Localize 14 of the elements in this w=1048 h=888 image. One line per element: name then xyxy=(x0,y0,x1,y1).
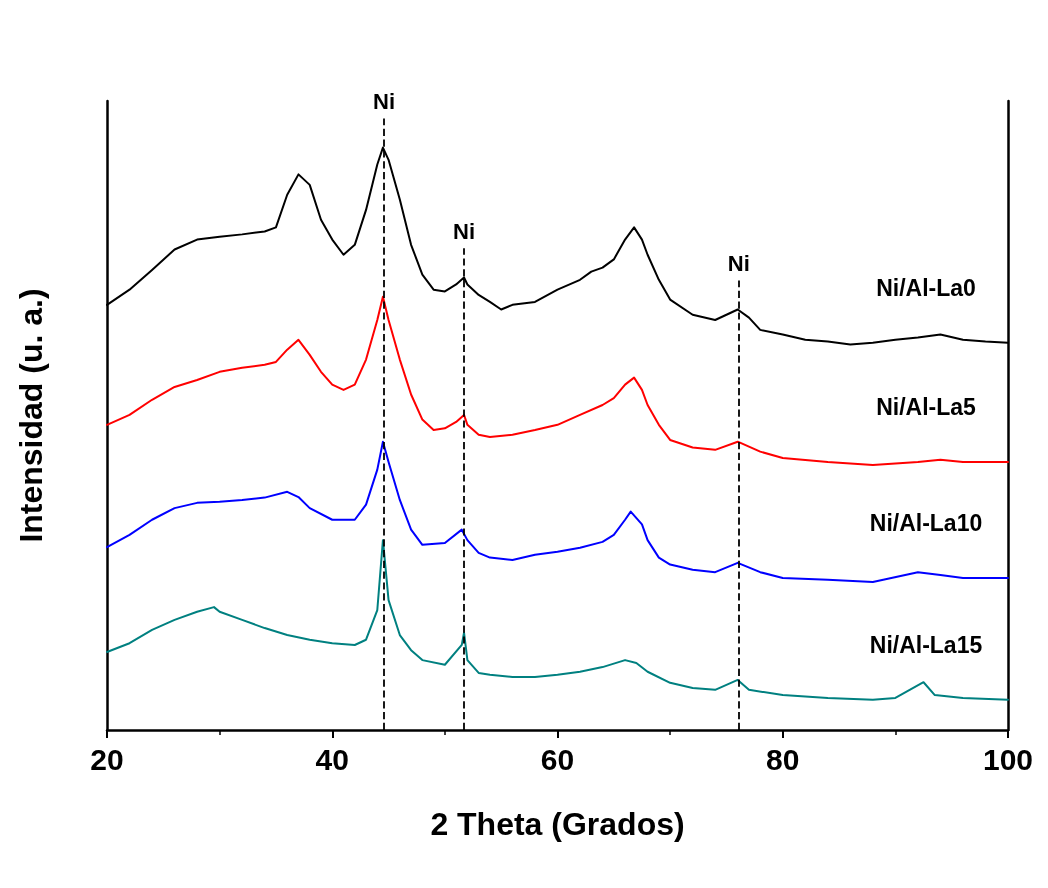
ref-line-label: Ni xyxy=(727,250,750,276)
x-axis-title: 2 Theta (Grados) xyxy=(430,806,685,842)
x-tick-label: 100 xyxy=(982,742,1034,776)
ref-line-label: Ni xyxy=(453,218,476,244)
series-label: Ni/Al-La0 xyxy=(876,274,976,301)
ref-line-label: Ni xyxy=(373,88,396,114)
x-tick-label: 20 xyxy=(90,742,124,776)
x-tick-label: 60 xyxy=(540,742,575,776)
series-label: Ni/Al-La15 xyxy=(869,631,983,658)
series-label: Ni/Al-La10 xyxy=(869,509,983,536)
series-label: Ni/Al-La5 xyxy=(876,394,977,421)
y-axis-title: Intensidad (u. a.) xyxy=(13,288,49,543)
x-tick-label: 40 xyxy=(315,742,349,776)
x-tick-label: 80 xyxy=(766,742,800,776)
